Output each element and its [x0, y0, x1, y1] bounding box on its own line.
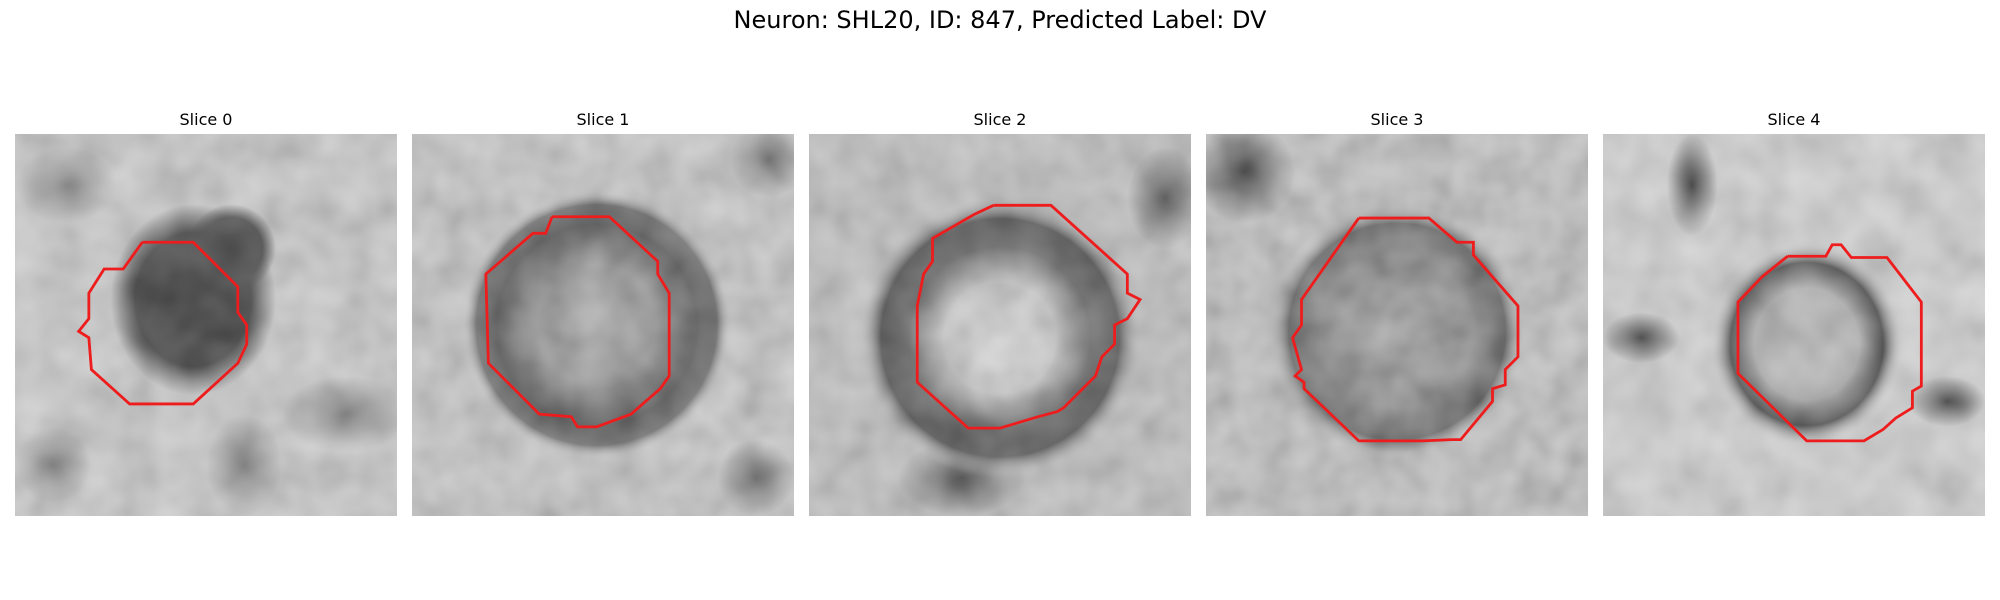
slice-image-1 — [412, 134, 794, 516]
slice-title-1: Slice 1 — [576, 110, 630, 129]
slice-image-2 — [809, 134, 1191, 516]
figure-title: Neuron: SHL20, ID: 847, Predicted Label:… — [733, 6, 1267, 34]
slice-title-2: Slice 2 — [973, 110, 1027, 129]
slice-image-4 — [1603, 134, 1985, 516]
slice-title-4: Slice 4 — [1767, 110, 1821, 129]
slice-image-3 — [1206, 134, 1588, 516]
slice-image-0 — [15, 134, 397, 516]
slice-title-0: Slice 0 — [179, 110, 233, 129]
slice-title-3: Slice 3 — [1370, 110, 1424, 129]
